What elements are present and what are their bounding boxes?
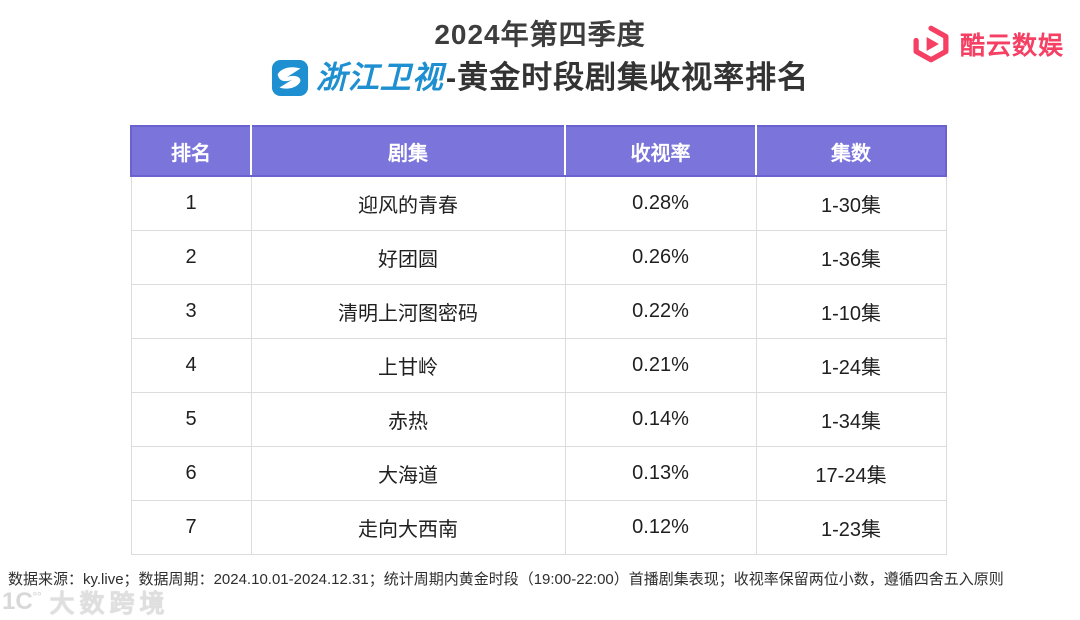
page-header: 2024年第四季度 浙江卫视 -黄金时段剧集收视率排名 bbox=[0, 18, 1080, 98]
kuyun-hexagon-play-icon bbox=[913, 25, 949, 63]
title-cell: 赤热 bbox=[250, 392, 566, 447]
column-header-episodes: 集数 bbox=[756, 125, 947, 177]
rank-cell: 3 bbox=[130, 284, 252, 339]
title-cell: 清明上河图密码 bbox=[250, 284, 566, 339]
page-title-rest: -黄金时段剧集收视率排名 bbox=[445, 60, 810, 95]
rank-cell: 6 bbox=[130, 446, 252, 501]
watermark-text: 大数跨境 bbox=[49, 590, 170, 618]
rank-cell: 1 bbox=[130, 175, 252, 231]
zjtv-logo-icon bbox=[271, 59, 308, 97]
table-row: 5 赤热 0.14% 1-34集 bbox=[130, 392, 947, 447]
title-cell: 好团圆 bbox=[250, 230, 566, 285]
rating-cell: 0.22% bbox=[564, 284, 757, 339]
rank-cell: 4 bbox=[130, 338, 252, 393]
rank-cell: 7 bbox=[130, 500, 252, 555]
rank-cell: 2 bbox=[130, 230, 252, 285]
rating-cell: 0.28% bbox=[564, 175, 757, 231]
table-body: 1 迎风的青春 0.28% 1-30集 2 好团圆 0.26% 1-36集 3 清明上河图密码 0.… bbox=[130, 175, 947, 555]
data-source-note: 数据来源：ky.live；数据周期：2024.10.01-2024.12.31；… bbox=[8, 571, 1004, 588]
rating-cell: 0.26% bbox=[564, 230, 757, 285]
rating-cell: 0.14% bbox=[564, 392, 757, 447]
episodes-cell: 17-24集 bbox=[755, 446, 947, 501]
watermark: 1C°° 大数跨境 bbox=[2, 584, 170, 620]
episodes-cell: 1-10集 bbox=[755, 284, 947, 339]
dashu-kuajing-logo-icon: 1C°° bbox=[2, 588, 42, 615]
column-header-rating: 收视率 bbox=[565, 125, 757, 177]
column-header-rank: 排名 bbox=[130, 125, 252, 177]
table-row: 2 好团圆 0.26% 1-36集 bbox=[130, 230, 947, 285]
page-title-line1: 2024年第四季度 bbox=[434, 19, 646, 50]
rating-cell: 0.12% bbox=[564, 500, 757, 555]
episodes-cell: 1-24集 bbox=[755, 338, 947, 393]
brand-logo: 酷云数娱 bbox=[910, 24, 1064, 64]
title-cell: 迎风的青春 bbox=[250, 175, 566, 231]
ranking-table: 排名 剧集 收视率 集数 1 迎风的青春 0.28% 1-30集 2 好团圆 0.26% 1-… bbox=[130, 125, 947, 555]
brand-name: 酷云数娱 bbox=[959, 32, 1064, 60]
table-row: 4 上甘岭 0.21% 1-24集 bbox=[130, 338, 947, 393]
title-cell: 上甘岭 bbox=[250, 338, 566, 393]
rank-cell: 5 bbox=[130, 392, 252, 447]
episodes-cell: 1-34集 bbox=[755, 392, 947, 447]
table-row: 7 走向大西南 0.12% 1-23集 bbox=[130, 500, 947, 555]
rating-cell: 0.13% bbox=[564, 446, 757, 501]
title-cell: 走向大西南 bbox=[250, 500, 566, 555]
page-title-line2: 浙江卫视 -黄金时段剧集收视率排名 bbox=[0, 58, 1080, 98]
title-cell: 大海道 bbox=[250, 446, 566, 501]
episodes-cell: 1-23集 bbox=[755, 500, 947, 555]
channel-name: 浙江卫视 bbox=[315, 60, 444, 95]
rating-cell: 0.21% bbox=[564, 338, 757, 393]
table-row: 6 大海道 0.13% 17-24集 bbox=[130, 446, 947, 501]
column-header-title: 剧集 bbox=[251, 125, 566, 177]
table-header-row: 排名 剧集 收视率 集数 bbox=[130, 125, 947, 177]
table-row: 3 清明上河图密码 0.22% 1-10集 bbox=[130, 284, 947, 339]
episodes-cell: 1-30集 bbox=[755, 175, 947, 231]
table-row: 1 迎风的青春 0.28% 1-30集 bbox=[130, 175, 947, 231]
episodes-cell: 1-36集 bbox=[755, 230, 947, 285]
